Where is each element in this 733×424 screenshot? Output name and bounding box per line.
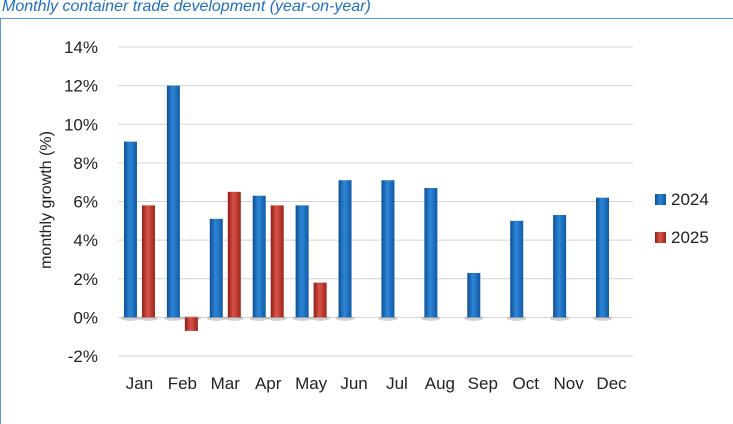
- y-tick-label: 12%: [64, 77, 98, 96]
- x-tick-label: Feb: [168, 374, 197, 393]
- frame-border-top: [0, 18, 733, 19]
- chart-title: Monthly container trade development (yea…: [2, 0, 371, 15]
- x-tick-label: Mar: [211, 374, 241, 393]
- y-tick-label: -2%: [68, 347, 98, 366]
- bar-2024-apr: [252, 195, 266, 318]
- bar-2024-aug: [424, 187, 438, 318]
- bar-2024-jul: [381, 180, 395, 318]
- bar-2025-jan: [141, 205, 155, 318]
- x-tick-label: Apr: [255, 374, 282, 393]
- bar-2024-nov: [553, 215, 567, 318]
- x-tick-label: Nov: [554, 374, 585, 393]
- x-tick-label: Sep: [468, 374, 498, 393]
- bar-2024-mar: [209, 218, 223, 318]
- y-tick-label: 6%: [73, 193, 98, 212]
- bar-2024-jan: [123, 141, 137, 318]
- bar-2025-feb: [184, 317, 198, 331]
- x-tick-label: Dec: [596, 374, 627, 393]
- y-tick-label: 14%: [64, 38, 98, 57]
- frame-border-left: [0, 18, 1, 424]
- bar-2024-may: [295, 205, 309, 318]
- bar-2025-may: [313, 282, 327, 318]
- legend-swatch-2025: [655, 232, 666, 243]
- bar-2025-mar: [227, 191, 241, 318]
- bar-2024-sep: [467, 272, 481, 318]
- bar-2024-dec: [596, 197, 610, 318]
- x-tick-label: Jun: [340, 374, 367, 393]
- bar-2025-apr: [270, 205, 284, 318]
- bar-2024-oct: [510, 220, 524, 318]
- bar-2024-feb: [166, 85, 180, 318]
- bar-2024-jun: [338, 180, 352, 318]
- y-axis-label: monthly growth (%): [38, 131, 55, 269]
- y-tick-label: 8%: [73, 154, 98, 173]
- legend-label-2025: 2025: [671, 228, 709, 247]
- legend-label-2024: 2024: [671, 190, 709, 209]
- x-tick-label: Jan: [126, 374, 153, 393]
- y-tick-label: 2%: [73, 270, 98, 289]
- legend-swatch-2024: [655, 194, 666, 205]
- x-tick-label: May: [295, 374, 328, 393]
- y-tick-label: 10%: [64, 115, 98, 134]
- x-tick-label: Jul: [386, 374, 408, 393]
- y-tick-label: 0%: [73, 308, 98, 327]
- x-tick-label: Oct: [512, 374, 539, 393]
- x-tick-label: Aug: [425, 374, 455, 393]
- y-tick-label: 4%: [73, 231, 98, 250]
